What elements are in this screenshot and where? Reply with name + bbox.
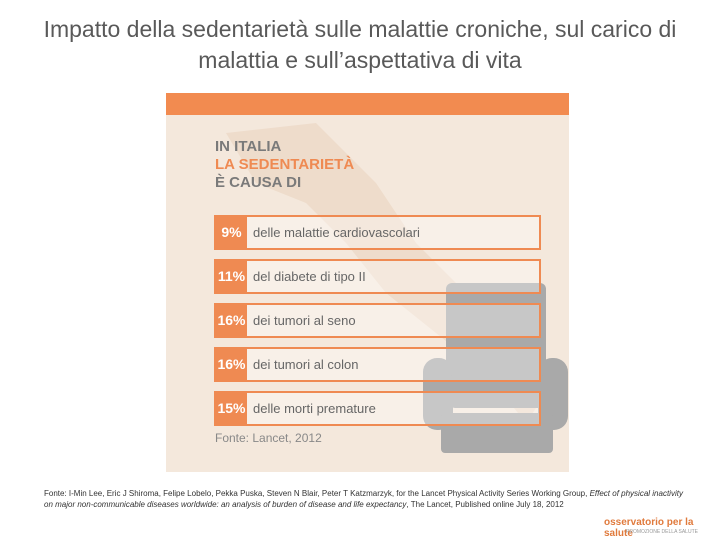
cause-row: 11% del diabete di tipo II: [214, 259, 541, 294]
cause-percent: 16%: [216, 305, 247, 336]
cause-percent: 11%: [216, 261, 247, 292]
infographic: IN ITALIA LA SEDENTARIETÀ È CAUSA DI 9% d…: [166, 93, 569, 472]
heading-line: IN ITALIA: [215, 138, 282, 155]
cause-percent: 9%: [216, 217, 247, 248]
cause-label: delle malattie cardiovascolari: [253, 225, 420, 240]
cause-label: dei tumori al colon: [253, 357, 359, 372]
header-strip: [166, 93, 569, 115]
cause-row: 16% dei tumori al seno: [214, 303, 541, 338]
footnote-text: , The Lancet, Published online July 18, …: [406, 500, 564, 509]
cause-percent: 15%: [216, 393, 247, 424]
cause-row: 9% delle malattie cardiovascolari: [214, 215, 541, 250]
cause-row: 15% delle morti premature: [214, 391, 541, 426]
logo-subtitle: PROMOZIONE DELLA SALUTE: [626, 529, 698, 535]
slide-title: Impatto della sedentarietà sulle malatti…: [43, 16, 677, 73]
cause-label: dei tumori al seno: [253, 313, 356, 328]
heading-line: È CAUSA DI: [215, 174, 302, 191]
footnote-title: Effect of physical inactivity on major n…: [44, 489, 683, 509]
heading-line: LA SEDENTARIETÀ: [215, 156, 355, 173]
cause-row: 16% dei tumori al colon: [214, 347, 541, 382]
cause-percent: 16%: [216, 349, 247, 380]
infographic-source: Fonte: Lancet, 2012: [215, 431, 322, 445]
footnote: Fonte: I-Min Lee, Eric J Shiroma, Felipe…: [44, 488, 684, 510]
cause-label: delle morti premature: [253, 401, 376, 416]
cause-label: del diabete di tipo II: [253, 269, 366, 284]
footnote-text: Fonte: I-Min Lee, Eric J Shiroma, Felipe…: [44, 489, 590, 498]
logo: osservatorio per la salute: [604, 517, 694, 539]
